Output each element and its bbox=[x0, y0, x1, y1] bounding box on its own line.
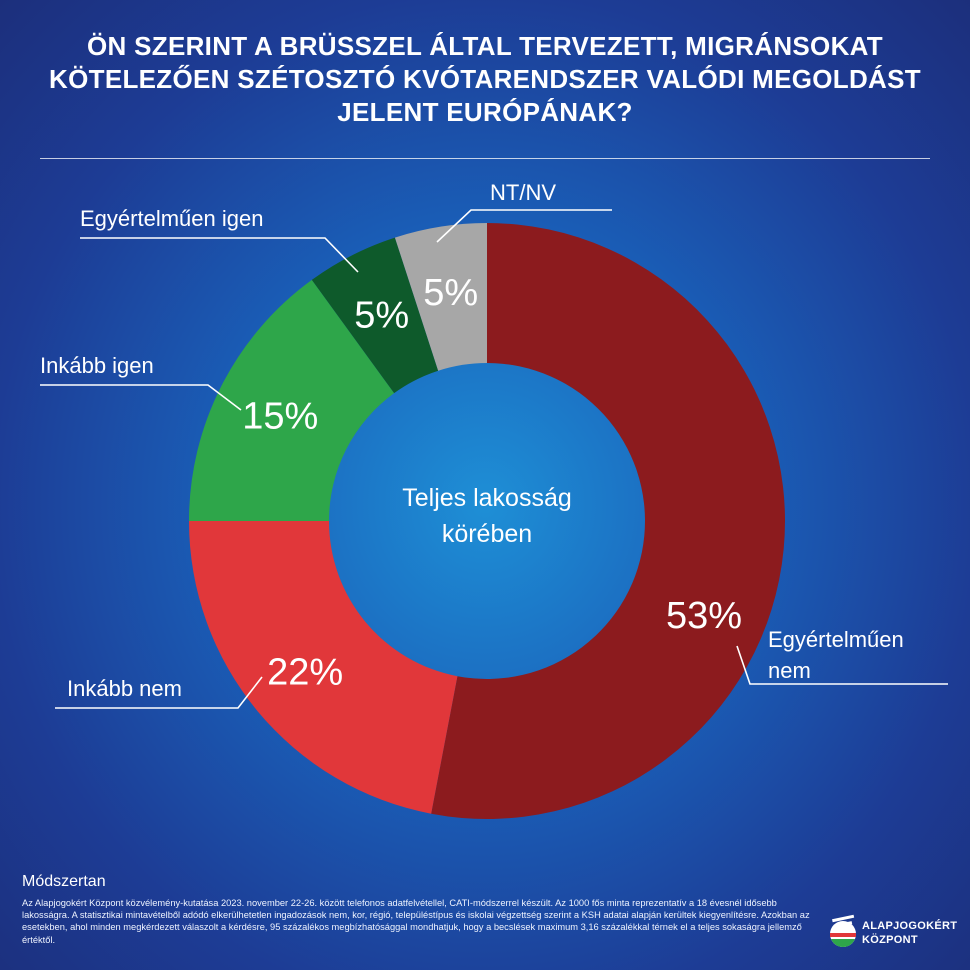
slice-ink-bb-igen bbox=[189, 279, 395, 521]
slice-nt-nv bbox=[394, 223, 487, 371]
value-label-53: 53% bbox=[666, 595, 742, 637]
value-label-5: 5% bbox=[354, 294, 409, 336]
category-label-egyertelmuen-nem-line2: nem bbox=[768, 658, 811, 683]
methodology-text: Az Alapjogokért Központ közvélemény-kuta… bbox=[22, 898, 810, 945]
category-label-inkabb-nem: Inkább nem bbox=[67, 676, 182, 701]
category-label-egyertelmuen-igen: Egyértelműen igen bbox=[80, 206, 263, 231]
category-label-inkabb-igen: Inkább igen bbox=[40, 353, 154, 378]
slice-ink-bb-nem bbox=[189, 521, 458, 814]
logo-mark-icon bbox=[830, 914, 856, 947]
chart-title: ÖN SZERINT A BRÜSSZEL ÁLTAL TERVEZETT, M… bbox=[49, 31, 921, 127]
slice-egy-rtelm-en-nem bbox=[431, 223, 785, 819]
leader-line-3 bbox=[80, 237, 359, 273]
leader-line-1 bbox=[55, 676, 263, 709]
category-label-ntnv: NT/NV bbox=[490, 180, 556, 205]
logo-text-line1: ALAPJOGOKÉRT bbox=[862, 920, 958, 932]
methodology-heading: Módszertan bbox=[22, 873, 106, 890]
leader-line-2 bbox=[40, 384, 242, 411]
logo-text-line2: KÖZPONT bbox=[862, 934, 918, 946]
value-label-15: 15% bbox=[242, 396, 318, 438]
leader-line-0 bbox=[736, 645, 948, 685]
value-label-5: 5% bbox=[423, 272, 478, 314]
center-label-line1: Teljes lakosság bbox=[402, 484, 572, 512]
slice-egy-rtelm-en-igen bbox=[311, 237, 439, 394]
logo: ALAPJOGOKÉRT KÖZPONT bbox=[826, 913, 958, 955]
title-divider bbox=[40, 158, 930, 159]
leader-line-4 bbox=[436, 209, 612, 243]
center-label-line2: körében bbox=[442, 520, 532, 548]
category-label-egyertelmuen-nem-line1: Egyértelműen bbox=[768, 627, 904, 652]
value-label-22: 22% bbox=[267, 651, 343, 693]
